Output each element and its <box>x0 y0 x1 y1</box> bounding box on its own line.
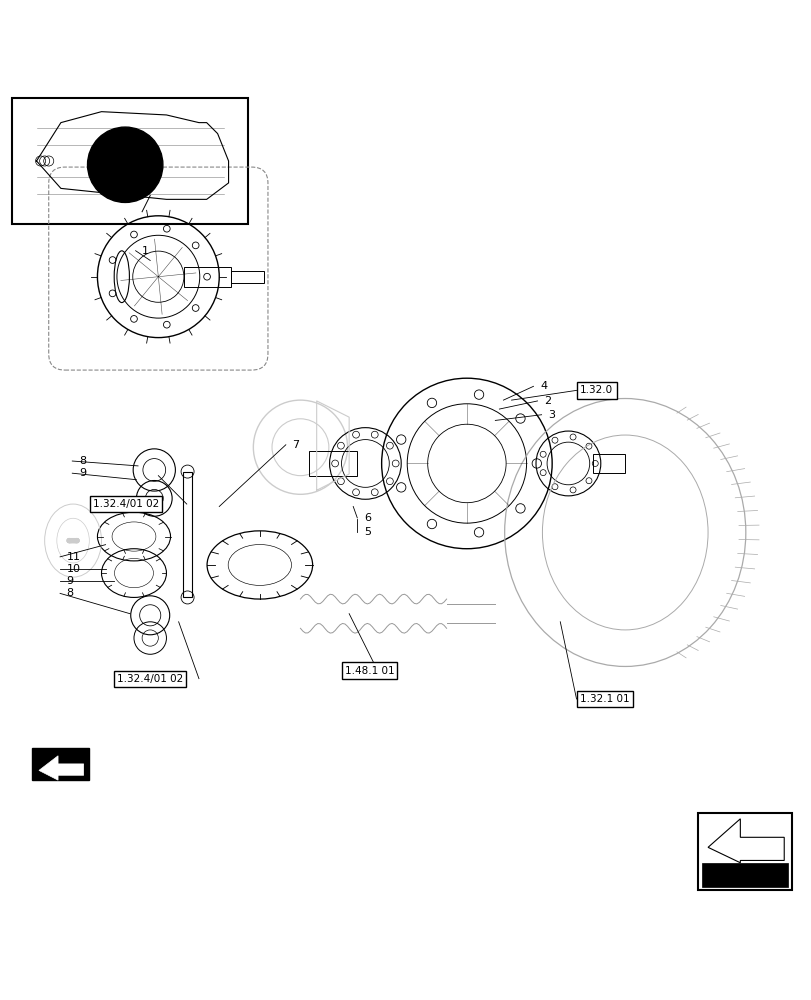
Circle shape <box>67 538 72 543</box>
Text: 5: 5 <box>363 527 371 537</box>
Circle shape <box>71 538 75 543</box>
Bar <box>701 863 787 887</box>
Circle shape <box>69 538 74 543</box>
Circle shape <box>69 538 74 543</box>
Circle shape <box>72 538 77 543</box>
Text: 1.32.1 01: 1.32.1 01 <box>579 694 629 704</box>
Circle shape <box>67 538 71 543</box>
Text: 1: 1 <box>142 246 149 256</box>
Text: 8: 8 <box>67 588 74 598</box>
Text: 9: 9 <box>67 576 74 586</box>
Bar <box>12 98 247 224</box>
Bar <box>183 267 230 287</box>
Text: 3: 3 <box>547 410 555 420</box>
Circle shape <box>74 538 79 543</box>
Bar <box>697 813 791 890</box>
Text: 10: 10 <box>67 564 80 574</box>
Text: 2: 2 <box>543 396 551 406</box>
Bar <box>182 472 192 597</box>
Circle shape <box>67 538 71 543</box>
Bar <box>32 748 89 780</box>
Text: 6: 6 <box>363 513 371 523</box>
Polygon shape <box>707 819 783 863</box>
Bar <box>592 454 624 473</box>
Text: 11: 11 <box>67 552 80 562</box>
Text: 1.32.4/01 02: 1.32.4/01 02 <box>117 674 183 684</box>
Text: 1: 1 <box>146 178 154 191</box>
Circle shape <box>67 538 72 543</box>
Text: 1.32.4/01 02: 1.32.4/01 02 <box>92 499 159 509</box>
Text: 9: 9 <box>79 468 86 478</box>
Circle shape <box>75 538 79 543</box>
Text: 8: 8 <box>79 456 86 466</box>
Circle shape <box>74 538 79 543</box>
Circle shape <box>71 538 75 543</box>
Circle shape <box>75 538 79 543</box>
Bar <box>230 271 264 283</box>
Text: 7: 7 <box>292 440 299 450</box>
Text: 1.48.1 01: 1.48.1 01 <box>344 666 394 676</box>
Circle shape <box>75 538 79 543</box>
Text: 4: 4 <box>539 381 547 391</box>
Circle shape <box>67 538 71 543</box>
Text: 1.32.0: 1.32.0 <box>580 385 612 395</box>
Polygon shape <box>39 756 84 780</box>
Circle shape <box>88 127 163 202</box>
Circle shape <box>72 538 77 543</box>
Bar <box>308 451 357 476</box>
